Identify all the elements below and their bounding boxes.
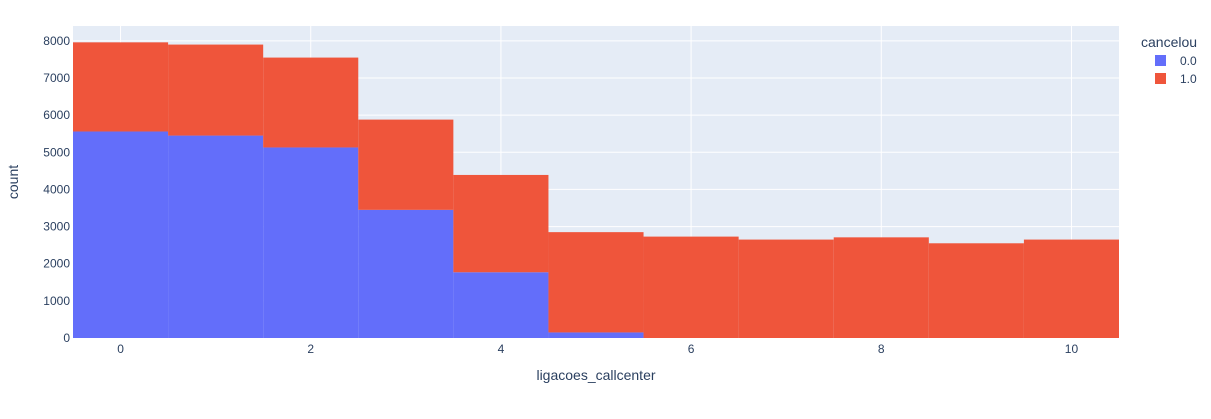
y-tick-label: 0 (63, 331, 70, 345)
x-tick-label: 4 (498, 342, 505, 356)
bar-cancelou-1.0-x5[interactable] (548, 232, 644, 333)
bar-cancelou-1.0-x9[interactable] (928, 243, 1024, 338)
y-tick-label: 5000 (43, 145, 70, 159)
bar-cancelou-1.0-x10[interactable] (1023, 239, 1119, 338)
y-tick-label: 6000 (43, 108, 70, 122)
y-tick-label: 7000 (43, 71, 70, 85)
bar-cancelou-1.0-x2[interactable] (263, 57, 359, 148)
legend[interactable]: cancelou 0.0 1.0 (1141, 34, 1197, 86)
bar-cancelou-1.0-x1[interactable] (168, 44, 264, 136)
bar-cancelou-1.0-x0[interactable] (73, 42, 169, 132)
legend-swatch-1.0 (1155, 73, 1166, 84)
y-tick-label: 3000 (43, 220, 70, 234)
x-tick-labels: 0 2 4 6 8 10 (117, 342, 1078, 356)
bar-cancelou-0.0-x2[interactable] (263, 147, 359, 338)
x-tick-label: 2 (307, 342, 314, 356)
y-tick-labels: 0 1000 2000 3000 4000 5000 6000 7000 8000 (43, 34, 70, 345)
legend-item-1.0[interactable]: 1.0 (1155, 72, 1197, 86)
bar-cancelou-1.0-x6[interactable] (643, 236, 739, 338)
bar-cancelou-0.0-x4[interactable] (453, 272, 549, 338)
legend-label-1.0: 1.0 (1180, 72, 1197, 86)
legend-swatch-0.0 (1155, 55, 1166, 66)
x-axis-title: ligacoes_callcenter (536, 367, 655, 383)
x-tick-label: 8 (878, 342, 885, 356)
legend-title: cancelou (1141, 34, 1197, 50)
y-tick-label: 8000 (43, 34, 70, 48)
legend-label-0.0: 0.0 (1180, 54, 1197, 68)
legend-item-0.0[interactable]: 0.0 (1155, 54, 1197, 68)
bars[interactable] (73, 42, 1119, 338)
x-tick-label: 6 (688, 342, 695, 356)
bar-cancelou-0.0-x1[interactable] (168, 135, 264, 338)
bar-cancelou-0.0-x3[interactable] (358, 209, 454, 338)
y-tick-label: 1000 (43, 294, 70, 308)
y-tick-label: 4000 (43, 182, 70, 196)
y-tick-label: 2000 (43, 257, 70, 271)
bar-cancelou-0.0-x5[interactable] (548, 332, 644, 338)
x-tick-label: 10 (1065, 342, 1079, 356)
bar-cancelou-1.0-x4[interactable] (453, 174, 549, 273)
bar-cancelou-0.0-x0[interactable] (73, 131, 169, 338)
bar-cancelou-1.0-x8[interactable] (833, 237, 929, 338)
bar-cancelou-1.0-x3[interactable] (358, 119, 454, 210)
x-tick-label: 0 (117, 342, 124, 356)
bar-cancelou-1.0-x7[interactable] (738, 239, 834, 338)
y-axis-title: count (5, 165, 21, 199)
